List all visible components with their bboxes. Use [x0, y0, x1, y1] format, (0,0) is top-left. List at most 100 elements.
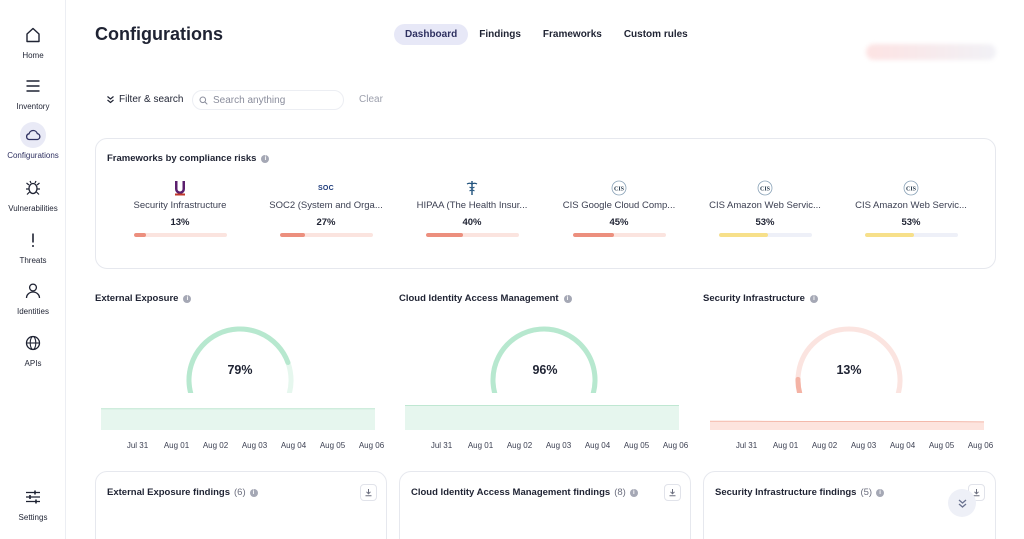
- panel-title-external-exposure: External Exposure i: [95, 293, 192, 304]
- user-icon: [25, 283, 41, 299]
- framework-name: CIS Google Cloud Comp...: [562, 200, 676, 211]
- download-button[interactable]: [360, 484, 377, 501]
- search-icon: [199, 96, 208, 105]
- tab-dashboard[interactable]: Dashboard: [394, 24, 469, 45]
- findings-card-security-infrastructure: Security Infrastructure findings (5) i: [703, 471, 996, 539]
- framework-item[interactable]: Security Infrastructure 13%: [120, 179, 240, 237]
- framework-item[interactable]: HIPAA (The Health Insur... 40%: [412, 179, 532, 237]
- tab-findings[interactable]: Findings: [479, 29, 521, 40]
- framework-progress-bar: [864, 233, 958, 237]
- findings-title-text: Cloud Identity Access Management finding…: [411, 487, 611, 498]
- gauge-value-arc: [186, 326, 291, 393]
- framework-item[interactable]: SOC SOC2 (System and Orga... 27%: [266, 179, 386, 237]
- sidebar-item-threats[interactable]: Threats: [0, 227, 66, 265]
- info-icon[interactable]: i: [183, 294, 192, 303]
- download-button[interactable]: [664, 484, 681, 501]
- filter-search-button[interactable]: Filter & search: [106, 94, 183, 105]
- search-input[interactable]: [213, 94, 333, 106]
- x-tick-label: Aug 02: [506, 441, 533, 450]
- info-icon[interactable]: i: [876, 488, 885, 497]
- framework-item[interactable]: CIS CIS Google Cloud Comp... 45%: [559, 179, 679, 237]
- sidebar-item-home[interactable]: Home: [0, 22, 66, 60]
- framework-name: Security Infrastructure: [133, 200, 227, 211]
- framework-progress-bar: [279, 233, 373, 237]
- framework-percent: 45%: [609, 217, 629, 228]
- soc-logo: SOC: [317, 184, 335, 192]
- x-tick-label: Aug 01: [772, 441, 799, 450]
- blurred-account-info: [866, 44, 996, 60]
- svg-text:CIS: CIS: [760, 186, 771, 192]
- panel-title-cloud-identity: Cloud Identity Access Management i: [399, 293, 572, 304]
- framework-percent: 53%: [755, 217, 775, 228]
- tab-frameworks[interactable]: Frameworks: [542, 29, 602, 40]
- info-icon[interactable]: i: [249, 488, 258, 497]
- download-icon: [669, 489, 676, 497]
- framework-percent: 13%: [170, 217, 190, 228]
- gauge-security-infrastructure: [795, 326, 903, 393]
- framework-name: CIS Amazon Web Servic...: [855, 200, 967, 211]
- scroll-down-button[interactable]: [948, 489, 976, 517]
- area-chart-external-exposure: [101, 408, 375, 430]
- x-axis-labels: Jul 31 Aug 01 Aug 02 Aug 03 Aug 04 Aug 0…: [727, 441, 1000, 450]
- cloud-icon: [20, 122, 46, 148]
- area-fill: [101, 408, 375, 430]
- framework-progress-bar: [425, 233, 519, 237]
- sidebar-item-configurations[interactable]: Configurations: [0, 122, 66, 160]
- sidebar-item-vulnerabilities[interactable]: Vulnerabilities: [0, 175, 66, 213]
- framework-progress-bar: [572, 233, 666, 237]
- panel-title-text: Cloud Identity Access Management: [399, 293, 559, 304]
- info-icon[interactable]: i: [563, 294, 572, 303]
- framework-progress-fill: [133, 233, 146, 237]
- x-tick-label: Aug 03: [545, 441, 572, 450]
- info-icon[interactable]: i: [261, 154, 270, 163]
- gauge-percent: 96%: [532, 363, 558, 377]
- svg-text:CIS: CIS: [906, 186, 917, 192]
- sidebar: Home Inventory Configurations Vulnerabil…: [0, 0, 66, 539]
- findings-title: External Exposure findings (6) i: [107, 487, 258, 498]
- frameworks-card: Frameworks by compliance risks i Securit…: [95, 138, 996, 269]
- cis-logo: CIS: [851, 179, 971, 197]
- x-tick-label: Aug 06: [358, 441, 385, 450]
- info-icon[interactable]: i: [809, 294, 818, 303]
- info-icon[interactable]: i: [629, 488, 638, 497]
- area-fill: [710, 421, 984, 430]
- framework-progress-fill: [279, 233, 305, 237]
- double-chevron-down-icon: [107, 96, 114, 104]
- tab-custom-rules[interactable]: Custom rules: [623, 29, 688, 40]
- sidebar-item-identities[interactable]: Identities: [0, 278, 66, 316]
- x-axis-labels: Jul 31 Aug 01 Aug 02 Aug 03 Aug 04 Aug 0…: [118, 441, 391, 450]
- gauge-value-arc: [490, 326, 598, 393]
- x-tick-label: Jul 31: [126, 441, 149, 450]
- panel-title-text: Security Infrastructure: [703, 293, 805, 304]
- svg-text:CIS: CIS: [614, 186, 625, 192]
- x-tick-label: Aug 06: [662, 441, 689, 450]
- cis-logo: CIS: [705, 179, 825, 197]
- findings-title: Security Infrastructure findings (5) i: [715, 487, 885, 498]
- framework-item[interactable]: CIS CIS Amazon Web Servic... 53%: [705, 179, 825, 237]
- clear-button[interactable]: Clear: [359, 94, 383, 105]
- framework-item[interactable]: CIS CIS Amazon Web Servic... 53%: [851, 179, 971, 237]
- search-box: [192, 90, 344, 110]
- framework-percent: 27%: [316, 217, 336, 228]
- x-tick-label: Aug 04: [280, 441, 307, 450]
- x-tick-label: Aug 04: [584, 441, 611, 450]
- framework-progress-fill: [718, 233, 768, 237]
- menu-icon: [26, 80, 40, 92]
- sidebar-item-settings[interactable]: Settings: [0, 484, 66, 522]
- framework-progress-bar: [133, 233, 227, 237]
- findings-title-text: Security Infrastructure findings: [715, 487, 857, 498]
- x-tick-label: Aug 05: [319, 441, 346, 450]
- exclamation-icon: [32, 233, 34, 247]
- x-tick-label: Aug 05: [623, 441, 650, 450]
- sliders-icon: [26, 490, 40, 504]
- gauge-value-arc: [795, 376, 803, 393]
- cis-logo: CIS: [559, 179, 679, 197]
- area-chart-security-infrastructure: [710, 420, 984, 430]
- gauge-percent: 13%: [836, 363, 862, 377]
- framework-progress-fill: [864, 233, 914, 237]
- findings-count: (6): [234, 487, 246, 498]
- sidebar-item-apis[interactable]: APIs: [0, 330, 66, 368]
- findings-card-cloud-identity: Cloud Identity Access Management finding…: [399, 471, 691, 539]
- sidebar-item-inventory[interactable]: Inventory: [0, 73, 66, 111]
- double-chevron-down-icon: [958, 499, 966, 508]
